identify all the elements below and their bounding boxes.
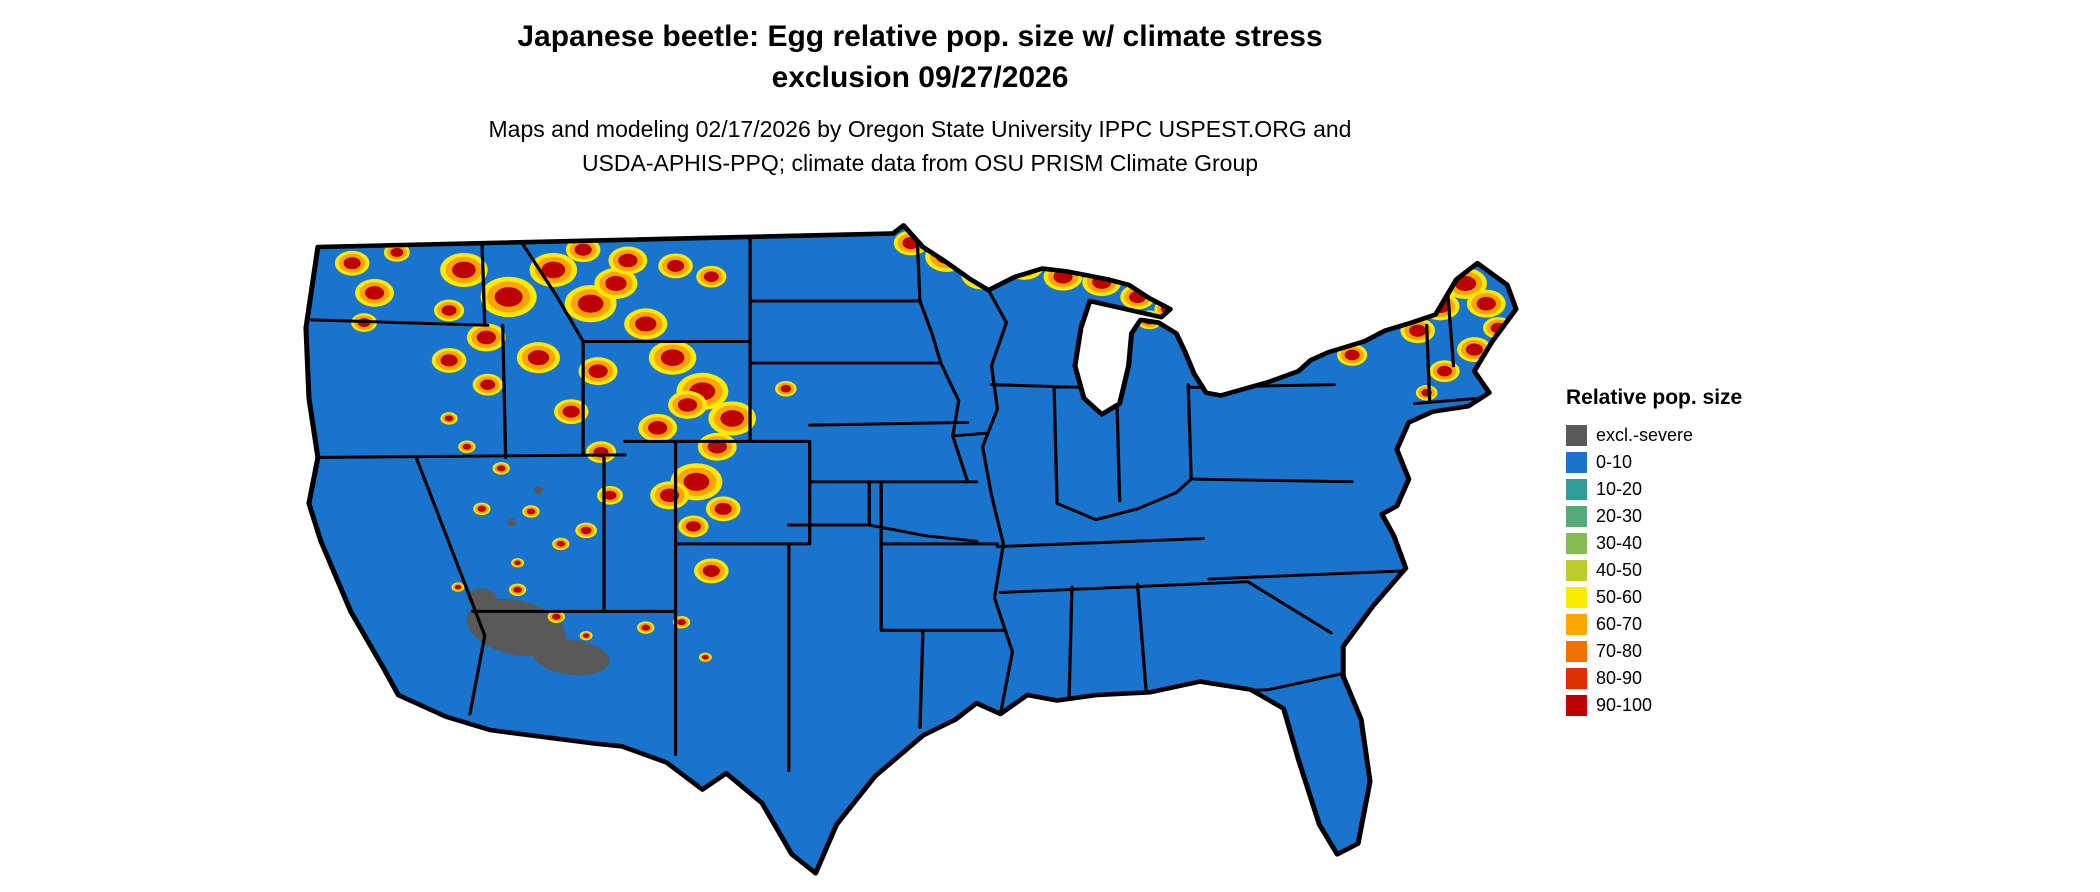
legend-swatch xyxy=(1566,587,1587,608)
legend-item: 70-80 xyxy=(1566,638,1742,665)
legend: Relative pop. size excl.-severe 0-10 10-20… xyxy=(1566,386,1742,719)
subtitle: Maps and modeling 02/17/2026 by Oregon S… xyxy=(240,112,1600,180)
subtitle-line1: Maps and modeling 02/17/2026 by Oregon S… xyxy=(488,116,1352,142)
legend-swatch xyxy=(1566,668,1587,689)
legend-items: excl.-severe 0-10 10-20 20-30 30-40 40-50 50-6… xyxy=(1566,422,1742,719)
legend-swatch xyxy=(1566,533,1587,554)
legend-swatch xyxy=(1566,614,1587,635)
legend-swatch xyxy=(1566,479,1587,500)
legend-swatch xyxy=(1566,506,1587,527)
legend-label: 0-10 xyxy=(1596,452,1633,472)
legend-item: 50-60 xyxy=(1566,584,1742,611)
legend-label: 90-100 xyxy=(1596,695,1653,715)
legend-label: 50-60 xyxy=(1596,587,1643,607)
legend-swatch xyxy=(1566,695,1587,716)
legend-item: excl.-severe xyxy=(1566,422,1742,449)
legend-item: 80-90 xyxy=(1566,665,1742,692)
state-borders xyxy=(307,232,1482,773)
legend-item: 0-10 xyxy=(1566,449,1742,476)
legend-label: 60-70 xyxy=(1596,614,1643,634)
legend-label: 10-20 xyxy=(1596,479,1643,499)
legend-item: 20-30 xyxy=(1566,503,1742,530)
header: Japanese beetle: Egg relative pop. size … xyxy=(240,16,1600,180)
legend-swatch xyxy=(1566,425,1587,446)
legend-item: 40-50 xyxy=(1566,557,1742,584)
legend-item: 10-20 xyxy=(1566,476,1742,503)
page-title-line1: Japanese beetle: Egg relative pop. size … xyxy=(517,20,1323,53)
legend-label: excl.-severe xyxy=(1596,425,1694,445)
legend-label: 70-80 xyxy=(1596,641,1643,661)
us-map xyxy=(300,220,1528,884)
subtitle-line2: USDA-APHIS-PPQ; climate data from OSU PR… xyxy=(581,150,1259,176)
us-landmass xyxy=(305,225,1517,874)
legend-title: Relative pop. size xyxy=(1566,386,1743,409)
legend-label: 40-50 xyxy=(1596,560,1643,580)
legend-label: 30-40 xyxy=(1596,533,1643,553)
legend-item: 30-40 xyxy=(1566,530,1742,557)
legend-swatch xyxy=(1566,452,1587,473)
legend-item: 60-70 xyxy=(1566,611,1742,638)
legend-label: 20-30 xyxy=(1596,506,1643,526)
hotspot-layer xyxy=(334,230,1514,791)
legend-swatch xyxy=(1566,560,1587,581)
legend-swatch xyxy=(1566,641,1587,662)
legend-item: 90-100 xyxy=(1566,692,1742,719)
us-map-svg xyxy=(300,220,1528,884)
legend-label: 80-90 xyxy=(1596,668,1643,688)
page-title-line2: exclusion 09/27/2026 xyxy=(771,61,1069,94)
